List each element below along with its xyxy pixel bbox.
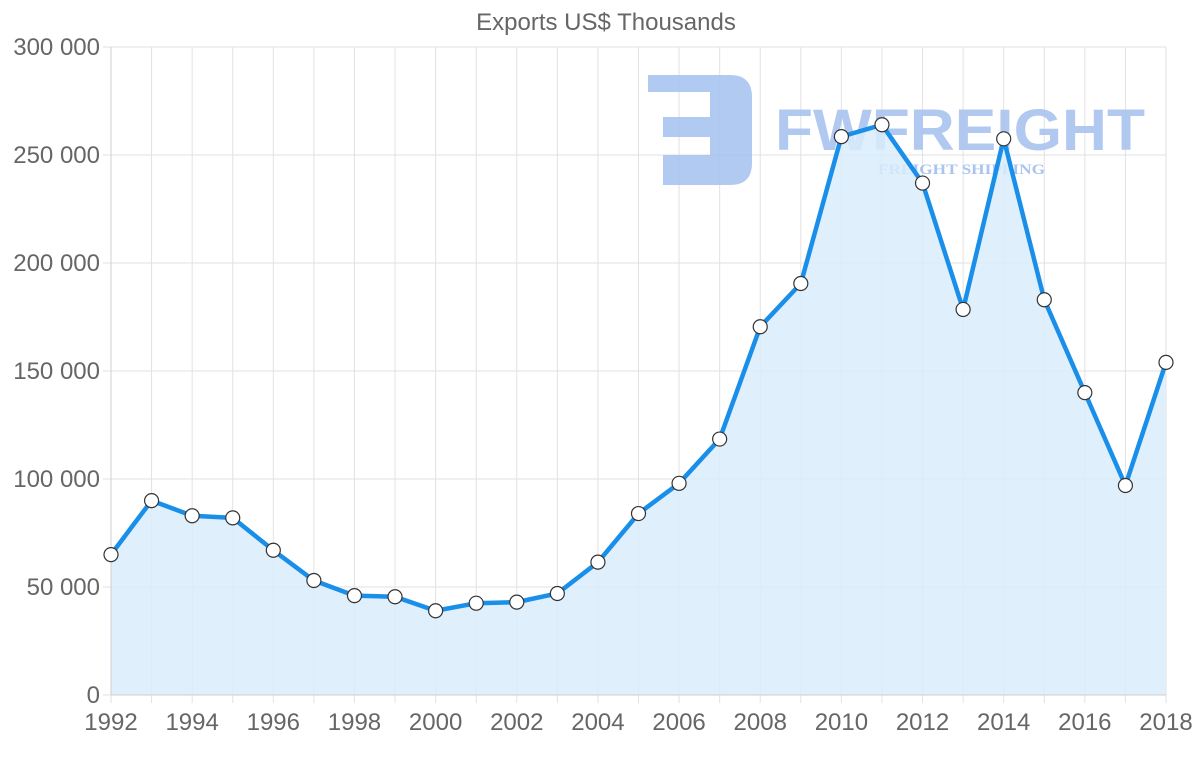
data-point-2014[interactable] <box>996 131 1012 147</box>
y-tick-label: 100 000 <box>13 466 100 493</box>
axes <box>110 47 1166 696</box>
data-point-1994[interactable] <box>184 508 200 524</box>
x-tick-label: 1994 <box>165 709 218 736</box>
y-tick-label: 300 000 <box>13 34 100 61</box>
x-tick-label: 2006 <box>652 709 705 736</box>
data-point-2004[interactable] <box>590 554 606 570</box>
data-point-1995[interactable] <box>225 510 241 526</box>
data-point-2008[interactable] <box>752 319 768 335</box>
y-tick-label: 200 000 <box>13 250 100 277</box>
data-point-2005[interactable] <box>630 505 647 522</box>
data-point-1997[interactable] <box>306 572 322 589</box>
data-point-2003[interactable] <box>549 585 565 602</box>
y-tick-label: 0 <box>87 682 100 709</box>
x-tick-label: 2008 <box>734 709 787 736</box>
data-point-2007[interactable] <box>712 431 728 447</box>
data-point-2015[interactable] <box>1036 292 1052 308</box>
y-tick-label: 250 000 <box>13 142 100 169</box>
x-tick-label: 2016 <box>1058 709 1111 736</box>
data-point-2018[interactable] <box>1158 354 1174 370</box>
x-tick-label: 2010 <box>815 709 868 736</box>
data-point-2001[interactable] <box>468 595 484 611</box>
chart-title: Exports US$ Thousands <box>476 9 736 36</box>
fwfreight-logo-icon <box>648 75 752 185</box>
x-tick-label: 1998 <box>328 709 381 736</box>
x-tick-label: 2004 <box>571 709 624 736</box>
x-axis-ticks: 1992 1994 1996 1998 2000 2002 2004 2006 2008 2010… <box>84 709 1192 736</box>
x-tick-label: 2000 <box>409 709 462 736</box>
x-tick-label: 1992 <box>84 709 137 736</box>
data-point-1996[interactable] <box>265 542 281 558</box>
x-tick-label: 2014 <box>977 709 1030 736</box>
data-point-1993[interactable] <box>143 493 160 509</box>
data-point-2010[interactable] <box>833 129 849 145</box>
data-point-2000[interactable] <box>428 603 444 619</box>
data-points <box>103 117 1174 619</box>
data-point-1998[interactable] <box>346 588 363 604</box>
y-tick-label: 50 000 <box>27 574 100 601</box>
data-point-1999[interactable] <box>387 589 403 605</box>
y-axis-ticks: 0 50 000 100 000 150 000 200 000 250 000 300 0… <box>13 34 100 709</box>
data-point-2009[interactable] <box>793 275 809 292</box>
data-point-1992[interactable] <box>103 546 119 563</box>
data-point-2017[interactable] <box>1117 477 1134 494</box>
y-tick-label: 150 000 <box>13 358 100 385</box>
area-fill <box>111 124 1166 695</box>
data-point-2011[interactable] <box>874 117 890 133</box>
data-point-2002[interactable] <box>509 594 525 610</box>
x-tick-label: 2012 <box>896 709 949 736</box>
data-point-2013[interactable] <box>955 301 971 318</box>
data-point-2016[interactable] <box>1077 385 1093 401</box>
x-tick-label: 2002 <box>490 709 543 736</box>
data-point-2006[interactable] <box>671 475 687 491</box>
x-tick-label: 2018 <box>1139 709 1192 736</box>
data-point-2012[interactable] <box>914 175 931 191</box>
fwfreight-watermark: FWFREIGHT FREIGHT SHIPPING <box>648 75 1145 185</box>
x-tick-label: 1996 <box>247 709 300 736</box>
watermark-brand: FWFREIGHT <box>775 98 1145 163</box>
